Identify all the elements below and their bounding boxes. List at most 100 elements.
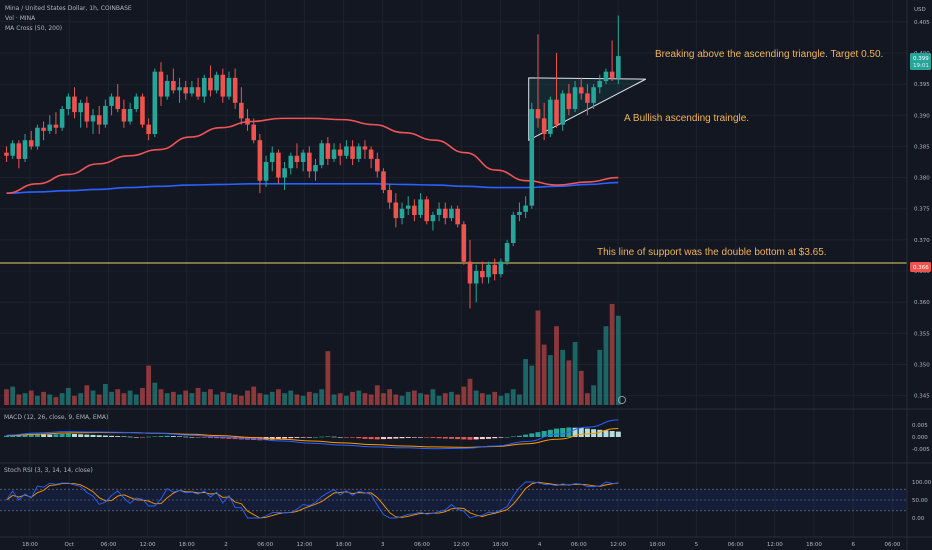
volume-bar xyxy=(226,393,232,405)
volume-bar xyxy=(121,393,127,405)
candle-body xyxy=(467,261,473,284)
volume-bar xyxy=(461,386,467,405)
macd-histogram-bar xyxy=(158,436,164,437)
macd-histogram-bar xyxy=(139,437,145,438)
volume-bar xyxy=(251,386,257,405)
volume-bar xyxy=(319,389,325,405)
volume-bar xyxy=(535,310,541,405)
candle-body xyxy=(121,109,127,122)
volume-bar xyxy=(424,394,430,405)
volume-bar xyxy=(362,393,368,405)
time-tick-label: 12:00 xyxy=(296,542,312,548)
indicator-settings-icon[interactable] xyxy=(618,396,626,404)
macd-histogram-bar xyxy=(121,436,127,437)
time-tick-label: 06:00 xyxy=(571,542,587,548)
candle-body xyxy=(554,99,559,125)
candle-body xyxy=(560,93,565,125)
volume-bar xyxy=(201,391,207,405)
volume-bar xyxy=(585,393,590,405)
stoch-tick-label: 0.00 xyxy=(912,516,925,522)
stoch-d-line xyxy=(6,481,619,519)
candle-body xyxy=(461,224,467,262)
volume-bar xyxy=(238,395,244,405)
macd-histogram-bar xyxy=(442,437,448,439)
candle-body xyxy=(381,171,386,191)
macd-histogram-bar xyxy=(90,434,96,437)
macd-histogram-bar xyxy=(424,437,430,438)
volume-bar xyxy=(510,389,516,405)
volume-bar xyxy=(615,315,621,405)
candle-body xyxy=(4,152,9,156)
candle-body xyxy=(22,140,28,159)
volume-bar xyxy=(547,355,553,405)
macd-histogram-bar xyxy=(547,429,553,437)
volume-bar xyxy=(282,393,287,405)
candle-body xyxy=(201,77,207,97)
candle-body xyxy=(220,74,226,97)
candle-body xyxy=(331,149,337,159)
countdown-label: 19:01 xyxy=(913,63,929,69)
volume-bar xyxy=(479,393,485,405)
candle-body xyxy=(127,109,133,122)
volume-bar xyxy=(127,390,133,405)
macd-histogram-bar xyxy=(59,434,65,437)
macd-histogram-bar xyxy=(78,434,84,437)
time-tick-label: 12:00 xyxy=(610,542,626,548)
macd-histogram-bar xyxy=(387,437,393,439)
macd-histogram-bar xyxy=(455,437,461,440)
candle-body xyxy=(436,208,442,215)
candle-body xyxy=(492,264,498,275)
macd-histogram-bar xyxy=(473,437,479,440)
candle-body xyxy=(133,96,139,110)
candle-body xyxy=(387,190,392,203)
candle-body xyxy=(96,115,102,125)
volume-bar xyxy=(90,390,96,405)
volume-bar xyxy=(183,390,189,405)
candle-body xyxy=(572,87,578,110)
time-tick-label: 12:00 xyxy=(767,542,783,548)
volume-bar xyxy=(158,389,164,405)
candle-body xyxy=(541,118,547,134)
volume-bar xyxy=(115,389,121,405)
time-tick-label: 06:00 xyxy=(257,542,273,548)
macd-histogram-bar xyxy=(609,431,615,437)
volume-bar xyxy=(28,390,34,405)
volume-bar xyxy=(220,391,226,405)
volume-bar xyxy=(189,393,195,405)
candle-body xyxy=(597,81,603,88)
volume-bar xyxy=(276,389,281,405)
macd-tick-label: -0.005 xyxy=(912,447,930,453)
macd-histogram-bar xyxy=(257,437,263,441)
price-tick-label: 0.345 xyxy=(914,394,930,400)
volume-bar xyxy=(492,391,498,405)
volume-bar xyxy=(214,394,220,405)
volume-bar xyxy=(541,344,547,405)
candle-body xyxy=(103,105,108,125)
volume-bar xyxy=(399,395,405,405)
volume-bar xyxy=(455,394,461,405)
volume-bar xyxy=(393,394,399,405)
volume-bar xyxy=(504,393,510,405)
candle-body xyxy=(251,124,256,141)
candle-body xyxy=(566,93,572,110)
volume-bar xyxy=(560,349,566,405)
current-price-tag xyxy=(910,53,931,70)
macd-histogram-bar xyxy=(541,431,547,437)
volume-bar xyxy=(133,394,139,405)
candle-body xyxy=(609,71,615,78)
volume-bar xyxy=(356,390,362,405)
candle-body xyxy=(486,264,491,278)
volume-bar xyxy=(4,389,9,405)
stoch-tick-label: 100.00 xyxy=(912,480,932,486)
candle-body xyxy=(325,143,331,159)
macd-histogram-bar xyxy=(115,436,121,437)
macd-histogram-bar xyxy=(4,435,9,437)
volume-bar xyxy=(16,394,22,405)
candle-body xyxy=(263,162,269,181)
macd-pane xyxy=(4,419,621,450)
price-tick-label: 0.355 xyxy=(914,331,930,337)
macd-histogram-bar xyxy=(331,436,337,438)
macd-histogram-bar xyxy=(350,437,356,438)
support-price-label: 0.366 xyxy=(913,265,929,271)
